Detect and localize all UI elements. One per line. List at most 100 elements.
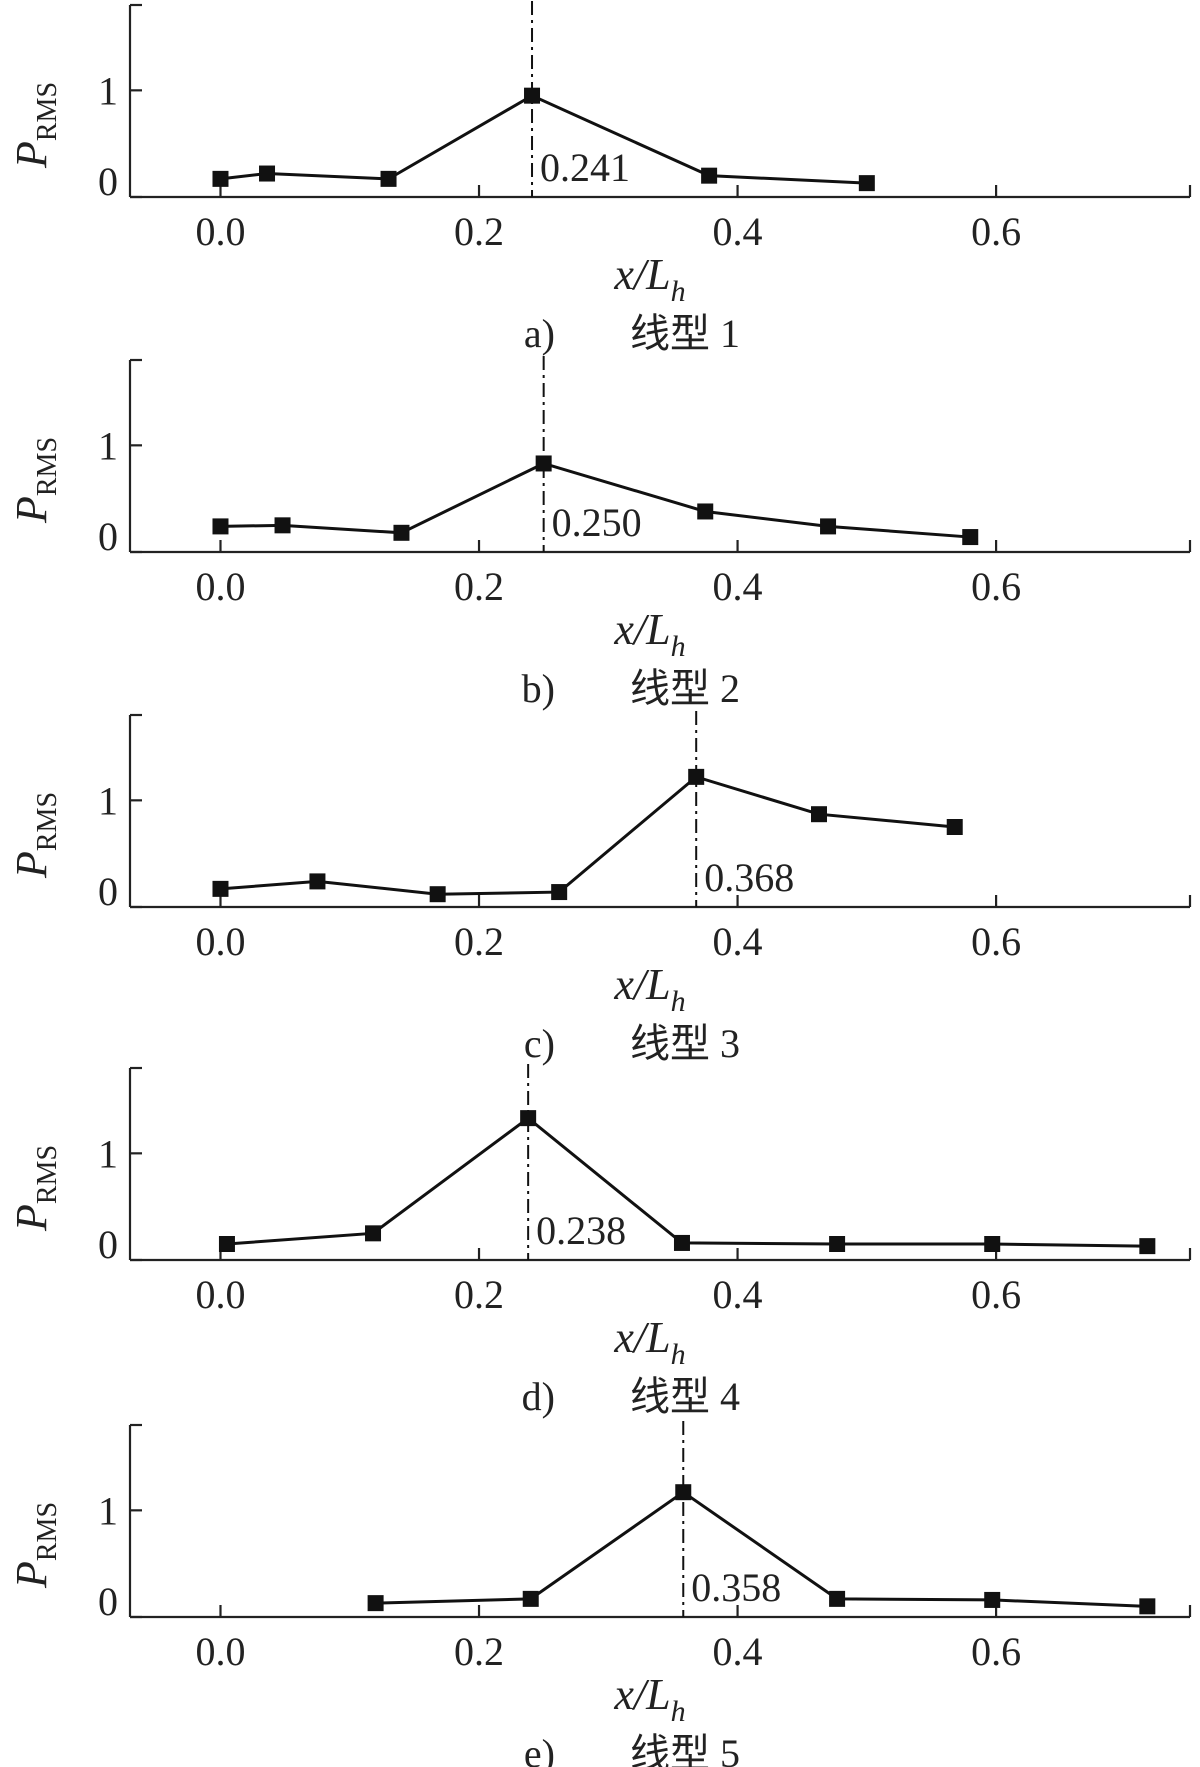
data-point <box>1139 1238 1156 1255</box>
data-point <box>675 1484 692 1501</box>
x-axis-label-sub: h <box>671 1338 686 1371</box>
x-axis-label-main: x/L <box>613 250 670 299</box>
x-axis-label-sub: h <box>671 1695 686 1728</box>
caption-letter: c) <box>524 1021 555 1066</box>
data-point <box>946 819 963 835</box>
data-point <box>984 1591 1001 1608</box>
chart-panel-e: 0.0 0.2 0.4 0.6 0 1 PRMS x/Lh e) 线型 5 0.358 <box>7 1421 1192 1767</box>
y-axis-label-main: P <box>7 1204 56 1232</box>
data-point <box>309 873 326 890</box>
data-point <box>962 529 979 546</box>
x-axis-label-sub: h <box>671 985 686 1018</box>
data-point <box>858 175 875 192</box>
caption-title: 线型 2 <box>630 666 740 711</box>
y-axis-label-sub: RMS <box>32 792 63 851</box>
data-point <box>1139 1598 1156 1615</box>
y-tick-label: 0 <box>98 1579 118 1624</box>
x-axis-label-main: x/L <box>613 960 670 1009</box>
y-axis-label-sub: RMS <box>32 437 63 496</box>
chart-panel-c: 0.0 0.2 0.4 0.6 0 1 PRMS x/Lh c) 线型 3 0.368 <box>7 711 1192 1066</box>
x-tick-label: 0.0 <box>195 1272 245 1317</box>
data-point <box>811 806 827 823</box>
data-point <box>522 1590 539 1607</box>
x-axis-label: x/Lh <box>613 1313 685 1371</box>
y-axis-label-main: P <box>7 1561 56 1589</box>
data-point <box>259 165 276 182</box>
data-point <box>535 455 552 472</box>
x-tick-label: 0.0 <box>195 564 245 609</box>
x-axis-label-main: x/L <box>613 605 670 654</box>
data-point <box>820 518 837 535</box>
x-axis-label-sub: h <box>671 630 686 663</box>
data-point <box>697 503 714 520</box>
x-tick-label: 0.6 <box>971 1629 1021 1674</box>
peak-value-label: 0.238 <box>536 1208 626 1253</box>
x-tick-label: 0.4 <box>713 1272 763 1317</box>
x-tick-label: 0.6 <box>971 564 1021 609</box>
chart-panel-d: 0.0 0.2 0.4 0.6 0 1 PRMS x/Lh d) 线型 4 0.238 <box>7 1064 1192 1419</box>
data-point <box>365 1225 382 1242</box>
data-point <box>367 1595 384 1612</box>
x-axis-label-sub: h <box>671 275 686 308</box>
y-tick-label: 1 <box>98 1131 118 1176</box>
caption-letter: b) <box>522 666 555 711</box>
x-tick-label: 0.6 <box>971 209 1021 254</box>
caption-title: 线型 3 <box>630 1021 740 1066</box>
x-tick-label: 0.4 <box>713 1629 763 1674</box>
y-axis-label: PRMS <box>7 1502 63 1589</box>
x-tick-label: 0.4 <box>713 919 763 964</box>
x-tick-label: 0.2 <box>454 1629 504 1674</box>
caption-letter: e) <box>524 1731 555 1767</box>
x-tick-label: 0.0 <box>195 1629 245 1674</box>
data-point <box>688 768 705 785</box>
data-point <box>393 524 410 541</box>
data-point <box>380 170 397 187</box>
x-tick-label: 0.2 <box>454 209 504 254</box>
data-point <box>524 87 541 104</box>
peak-value-label: 0.358 <box>691 1565 781 1610</box>
y-tick-label: 0 <box>98 869 118 914</box>
y-tick-label: 1 <box>98 778 118 823</box>
y-tick-label: 0 <box>98 1222 118 1267</box>
peak-value-label: 0.241 <box>540 145 630 190</box>
y-axis-label-main: P <box>7 141 56 169</box>
data-point <box>984 1236 1001 1252</box>
data-point <box>429 886 446 903</box>
x-tick-label: 0.0 <box>195 919 245 964</box>
caption-title: 线型 4 <box>630 1374 740 1419</box>
data-point <box>212 518 229 535</box>
y-axis-label: PRMS <box>7 437 63 524</box>
x-axis-label: x/Lh <box>613 1670 685 1728</box>
data-point <box>673 1234 690 1251</box>
x-axis-label: x/Lh <box>613 960 685 1018</box>
series-line <box>375 1490 1148 1608</box>
caption-letter: d) <box>522 1374 555 1419</box>
series-line <box>226 1116 1148 1248</box>
peak-value-label: 0.250 <box>552 500 642 545</box>
data-point <box>829 1236 846 1252</box>
x-axis-label: x/Lh <box>613 605 685 663</box>
y-tick-label: 1 <box>98 423 118 468</box>
x-tick-label: 0.4 <box>713 209 763 254</box>
y-axis-label-main: P <box>7 851 56 879</box>
x-tick-label: 0.6 <box>971 1272 1021 1317</box>
y-axis-label-sub: RMS <box>32 1502 63 1561</box>
x-axis-label: x/Lh <box>613 250 685 308</box>
y-tick-label: 1 <box>98 1488 118 1533</box>
x-tick-label: 0.2 <box>454 919 504 964</box>
data-point <box>520 1110 537 1127</box>
caption-letter: a) <box>524 311 555 356</box>
x-tick-label: 0.4 <box>713 564 763 609</box>
x-axis-label-main: x/L <box>613 1670 670 1719</box>
y-axis-label-sub: RMS <box>32 1145 63 1204</box>
data-point <box>274 517 291 534</box>
peak-value-label: 0.368 <box>704 855 794 900</box>
x-tick-label: 0.0 <box>195 209 245 254</box>
chart-panel-b: 0.0 0.2 0.4 0.6 0 1 PRMS x/Lh b) 线型 2 0.250 <box>7 356 1192 711</box>
caption-title: 线型 1 <box>630 311 740 356</box>
x-tick-label: 0.6 <box>971 919 1021 964</box>
caption-title: 线型 5 <box>630 1731 740 1767</box>
data-point <box>218 1236 235 1252</box>
data-point <box>212 880 229 897</box>
y-tick-label: 0 <box>98 159 118 204</box>
